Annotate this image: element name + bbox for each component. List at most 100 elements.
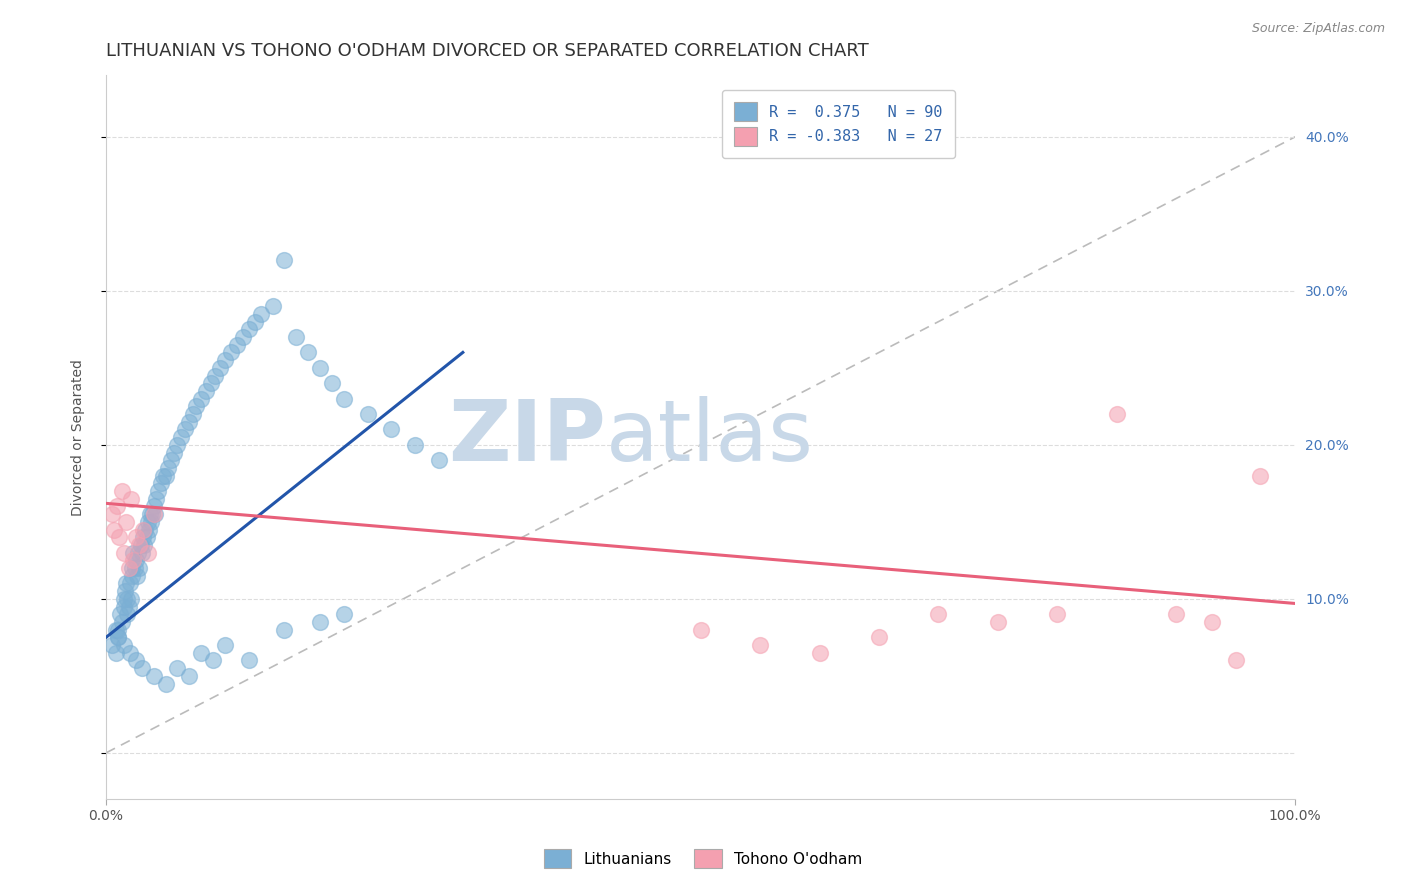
- Point: [128, 561, 150, 575]
- Point: [1166, 607, 1188, 622]
- Point: [1225, 653, 1247, 667]
- Point: [107, 631, 129, 645]
- Point: [238, 322, 260, 336]
- Point: [232, 330, 254, 344]
- Point: [105, 500, 128, 514]
- Point: [107, 623, 129, 637]
- Point: [163, 445, 186, 459]
- Point: [101, 507, 124, 521]
- Point: [179, 669, 201, 683]
- Point: [148, 483, 170, 498]
- Point: [333, 392, 356, 406]
- Point: [927, 607, 949, 622]
- Point: [117, 607, 139, 622]
- Point: [1201, 615, 1223, 629]
- Point: [142, 500, 165, 514]
- Point: [404, 438, 426, 452]
- Point: [125, 568, 148, 582]
- Point: [110, 607, 132, 622]
- Point: [808, 646, 831, 660]
- Point: [125, 653, 148, 667]
- Point: [181, 407, 204, 421]
- Point: [219, 345, 242, 359]
- Text: atlas: atlas: [606, 396, 814, 479]
- Point: [200, 376, 222, 391]
- Point: [134, 523, 156, 537]
- Point: [149, 476, 172, 491]
- Point: [112, 591, 135, 606]
- Point: [179, 415, 201, 429]
- Point: [262, 299, 284, 313]
- Point: [128, 538, 150, 552]
- Point: [125, 553, 148, 567]
- Point: [124, 561, 146, 575]
- Point: [135, 530, 157, 544]
- Point: [297, 345, 319, 359]
- Point: [238, 653, 260, 667]
- Point: [131, 661, 153, 675]
- Point: [155, 676, 177, 690]
- Point: [987, 615, 1010, 629]
- Point: [309, 615, 332, 629]
- Point: [129, 538, 152, 552]
- Point: [160, 453, 183, 467]
- Point: [120, 591, 142, 606]
- Point: [142, 507, 165, 521]
- Point: [309, 360, 332, 375]
- Point: [166, 661, 188, 675]
- Point: [132, 523, 155, 537]
- Point: [104, 646, 127, 660]
- Point: [190, 392, 212, 406]
- Point: [120, 491, 142, 506]
- Point: [166, 438, 188, 452]
- Point: [204, 368, 226, 383]
- Legend: Lithuanians, Tohono O'odham: Lithuanians, Tohono O'odham: [536, 841, 870, 875]
- Point: [249, 307, 271, 321]
- Point: [121, 561, 143, 575]
- Point: [112, 546, 135, 560]
- Point: [214, 353, 236, 368]
- Point: [108, 530, 131, 544]
- Point: [104, 623, 127, 637]
- Point: [868, 631, 890, 645]
- Point: [1105, 407, 1128, 421]
- Point: [427, 453, 450, 467]
- Point: [186, 400, 208, 414]
- Point: [101, 638, 124, 652]
- Point: [122, 553, 145, 567]
- Point: [110, 615, 132, 629]
- Point: [209, 360, 232, 375]
- Point: [115, 576, 138, 591]
- Point: [134, 538, 156, 552]
- Point: [139, 507, 162, 521]
- Point: [202, 653, 225, 667]
- Point: [127, 546, 149, 560]
- Point: [321, 376, 343, 391]
- Point: [131, 546, 153, 560]
- Point: [107, 631, 129, 645]
- Point: [214, 638, 236, 652]
- Legend: R =  0.375   N = 90, R = -0.383   N = 27: R = 0.375 N = 90, R = -0.383 N = 27: [721, 90, 955, 158]
- Point: [689, 623, 711, 637]
- Point: [152, 468, 174, 483]
- Point: [125, 530, 148, 544]
- Point: [143, 507, 166, 521]
- Text: ZIP: ZIP: [447, 396, 606, 479]
- Point: [117, 591, 139, 606]
- Point: [114, 584, 136, 599]
- Point: [155, 468, 177, 483]
- Point: [170, 430, 193, 444]
- Point: [1249, 468, 1271, 483]
- Point: [142, 669, 165, 683]
- Point: [285, 330, 308, 344]
- Point: [145, 491, 167, 506]
- Point: [333, 607, 356, 622]
- Point: [132, 530, 155, 544]
- Point: [156, 461, 179, 475]
- Point: [112, 638, 135, 652]
- Point: [225, 337, 247, 351]
- Text: Source: ZipAtlas.com: Source: ZipAtlas.com: [1251, 22, 1385, 36]
- Point: [141, 515, 163, 529]
- Point: [357, 407, 380, 421]
- Point: [115, 515, 138, 529]
